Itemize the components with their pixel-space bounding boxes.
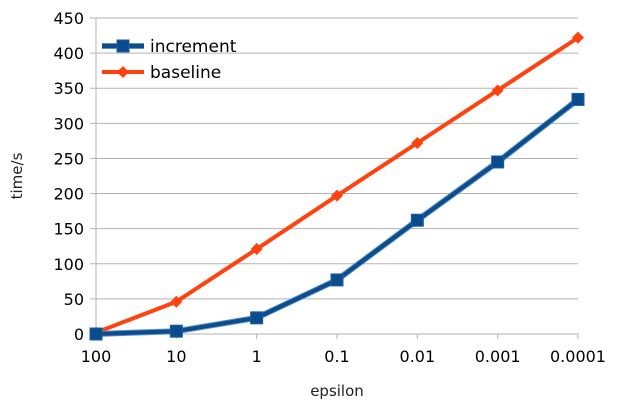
legend-label: baseline [150,63,221,83]
series-layer [89,31,585,341]
x-tick-label: 0.1 [324,347,349,366]
y-tick-label: 50 [64,290,84,309]
data-point-increment [491,155,505,169]
y-tick-label: 300 [53,114,84,133]
legend-marker [117,66,129,78]
legend-label: increment [150,37,237,57]
data-point-increment [89,327,103,341]
y-tick-label: 100 [53,255,84,274]
data-point-baseline [411,136,424,149]
data-point-increment [571,92,585,106]
y-tick-label: 200 [53,185,84,204]
y-axis-title: time/s [8,152,26,199]
legend-item-baseline: baseline [102,63,221,83]
data-point-increment [169,324,183,338]
data-point-baseline [491,84,504,97]
data-point-increment [250,311,264,325]
axis-layer: 0 50 100 150 200 250 300 350 400 450 100 10 1 0.1 0.01… [53,9,606,366]
x-tick-label: 0.001 [475,347,521,366]
x-tick-label: 100 [81,347,112,366]
data-point-baseline [331,189,343,202]
x-tick-label: 1 [252,347,262,366]
y-tick-label: 450 [53,9,84,28]
data-point-baseline [572,31,584,44]
x-tick-label: 0.01 [400,347,436,366]
data-point-increment [330,273,344,287]
y-tick-label: 0 [74,325,84,344]
legend: increment baseline [102,37,237,83]
y-tick-label: 350 [53,79,84,98]
y-tick-label: 400 [53,44,84,63]
data-point-baseline [170,295,183,308]
legend-item-increment: increment [102,37,237,57]
y-tick-label: 150 [53,220,84,239]
x-axis-title: epsilon [310,382,364,400]
y-tick-label: 250 [53,149,84,168]
x-tick-label: 10 [166,347,186,366]
data-point-increment [410,213,424,227]
legend-marker [116,39,130,53]
x-tick-label: 0.0001 [550,347,606,366]
data-point-baseline [250,243,263,256]
series-increment [89,92,585,341]
